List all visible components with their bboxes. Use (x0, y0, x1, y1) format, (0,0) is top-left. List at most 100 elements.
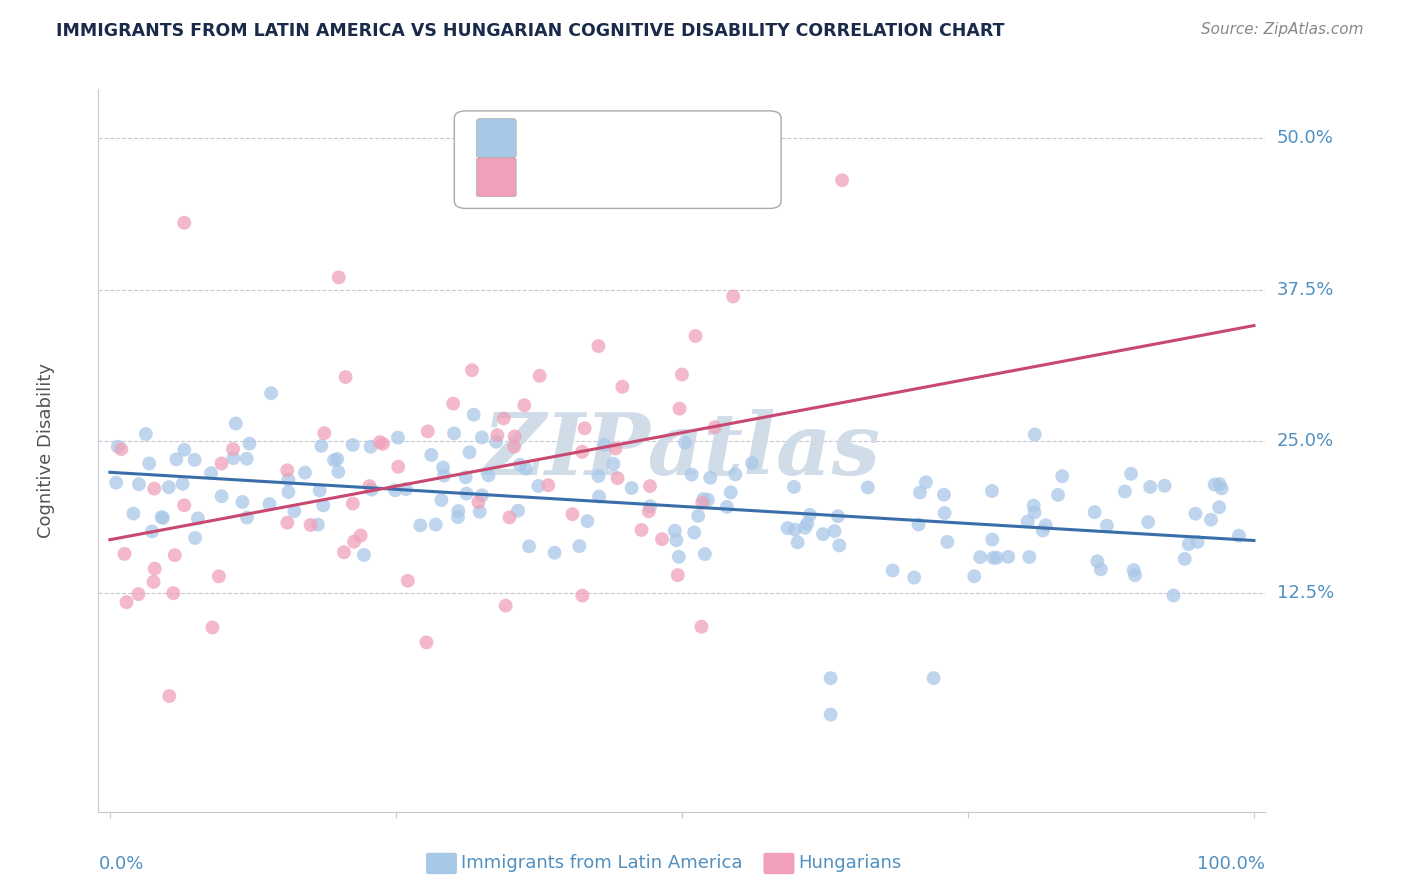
Point (349, 528, 371, 542)
Point (934, 506, 956, 520)
Text: 25.0%: 25.0% (1277, 433, 1334, 450)
Point (620, 481, 643, 495)
Point (492, 411, 515, 425)
Text: 50.0%: 50.0% (1277, 128, 1333, 147)
Point (211, 489, 233, 503)
Point (1035, 518, 1057, 533)
Point (471, 488, 494, 502)
Point (1163, 589, 1185, 603)
Point (820, 707, 842, 722)
Point (105, 475, 128, 490)
Point (173, 498, 195, 512)
Point (1090, 562, 1112, 576)
Point (432, 460, 454, 475)
Point (1208, 500, 1230, 515)
Text: R =  0.325   N =  62: R = 0.325 N = 62 (527, 169, 724, 186)
Point (568, 539, 591, 553)
Point (606, 471, 628, 485)
Point (827, 509, 849, 524)
Point (127, 587, 149, 601)
Point (1208, 477, 1230, 491)
Point (571, 589, 593, 603)
Point (371, 437, 394, 451)
Point (1199, 513, 1222, 527)
Point (786, 535, 808, 549)
Point (200, 466, 222, 480)
Point (828, 538, 851, 552)
Point (517, 539, 540, 553)
Point (783, 480, 806, 494)
Point (165, 452, 187, 467)
Point (721, 289, 744, 303)
Point (986, 550, 1008, 565)
Point (882, 563, 904, 577)
Point (963, 569, 986, 583)
Point (602, 457, 624, 471)
Point (1204, 477, 1226, 491)
Point (630, 523, 652, 537)
Point (395, 482, 418, 496)
Point (235, 451, 257, 466)
Point (1018, 549, 1040, 564)
Point (498, 510, 520, 524)
Point (152, 511, 174, 525)
Point (456, 486, 478, 500)
Point (811, 527, 834, 541)
Point (467, 495, 489, 509)
Point (142, 574, 165, 589)
Point (692, 491, 714, 506)
Text: Immigrants from Latin America: Immigrants from Latin America (461, 855, 742, 872)
Point (110, 442, 132, 457)
Point (384, 483, 406, 498)
Point (143, 482, 166, 496)
Point (468, 505, 491, 519)
Point (443, 426, 465, 441)
Point (537, 478, 560, 492)
Point (433, 468, 456, 483)
Point (1211, 482, 1233, 496)
Point (588, 339, 610, 353)
Point (668, 549, 690, 564)
Point (314, 426, 336, 441)
Point (342, 497, 364, 511)
Point (260, 386, 283, 401)
Point (671, 368, 693, 382)
Point (605, 442, 627, 456)
Point (673, 435, 696, 450)
Point (515, 461, 537, 475)
Point (576, 514, 599, 528)
Point (128, 477, 150, 491)
Point (1017, 515, 1039, 529)
Point (225, 417, 247, 431)
Point (477, 468, 499, 483)
Point (187, 511, 209, 525)
Point (135, 427, 157, 442)
Point (328, 465, 350, 479)
Point (173, 442, 195, 457)
Point (359, 479, 381, 493)
Point (527, 479, 550, 493)
Point (1032, 524, 1054, 538)
Point (1122, 563, 1144, 577)
Point (543, 546, 565, 560)
Point (588, 490, 610, 504)
Point (666, 568, 689, 582)
Point (415, 635, 437, 649)
Point (783, 523, 806, 537)
Point (495, 599, 517, 613)
Text: Hungarians: Hungarians (799, 855, 901, 872)
Point (794, 521, 817, 535)
Point (173, 216, 195, 230)
Point (461, 363, 484, 377)
Point (824, 524, 846, 538)
Point (311, 439, 333, 453)
Point (741, 456, 763, 470)
Point (503, 440, 526, 454)
Point (307, 517, 329, 532)
Point (1047, 488, 1070, 502)
Point (1024, 506, 1046, 520)
Point (222, 442, 245, 457)
Point (1184, 507, 1206, 521)
Point (343, 534, 366, 549)
Point (1024, 427, 1046, 442)
